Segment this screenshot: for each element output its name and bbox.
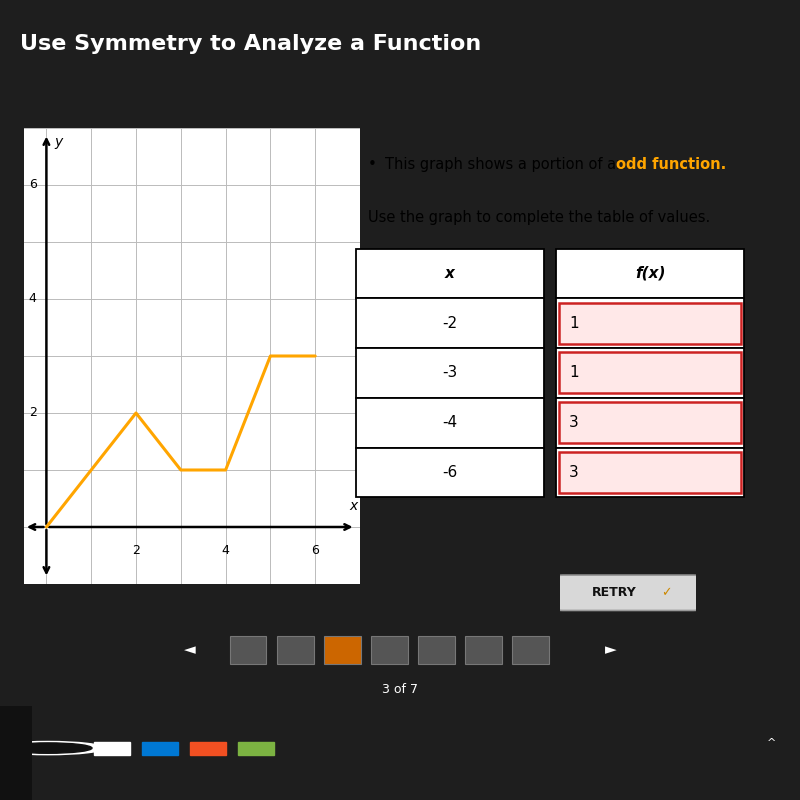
Bar bbox=[465, 636, 502, 664]
Bar bbox=[418, 636, 454, 664]
Text: 3: 3 bbox=[570, 415, 579, 430]
Bar bbox=[230, 636, 266, 664]
Text: 2: 2 bbox=[29, 406, 37, 419]
Text: f(x): f(x) bbox=[634, 266, 666, 281]
Bar bbox=[356, 398, 544, 447]
Bar bbox=[559, 402, 741, 443]
Text: x: x bbox=[445, 266, 455, 281]
Text: ✓: ✓ bbox=[661, 586, 671, 599]
Bar bbox=[559, 452, 741, 493]
Text: RETRY: RETRY bbox=[592, 586, 637, 599]
Bar bbox=[559, 353, 741, 394]
Circle shape bbox=[0, 742, 104, 754]
Text: ^: ^ bbox=[766, 738, 776, 748]
Text: 3: 3 bbox=[570, 465, 579, 480]
Text: 6: 6 bbox=[29, 178, 37, 191]
Text: x: x bbox=[349, 498, 358, 513]
Bar bbox=[356, 447, 544, 498]
Text: ◄: ◄ bbox=[183, 642, 195, 658]
Bar bbox=[190, 742, 226, 754]
Text: -3: -3 bbox=[442, 366, 458, 381]
Text: odd function.: odd function. bbox=[615, 158, 726, 172]
Text: y: y bbox=[54, 135, 62, 150]
Text: 3 of 7: 3 of 7 bbox=[382, 683, 418, 696]
Bar bbox=[556, 348, 744, 398]
Bar bbox=[556, 298, 744, 348]
FancyBboxPatch shape bbox=[558, 575, 698, 610]
Bar bbox=[356, 348, 544, 398]
Text: 2: 2 bbox=[132, 544, 140, 557]
Text: 1: 1 bbox=[570, 366, 579, 381]
Bar bbox=[556, 398, 744, 447]
Bar bbox=[324, 636, 361, 664]
Text: Use the graph to complete the table of values.: Use the graph to complete the table of v… bbox=[368, 210, 710, 225]
Text: 1: 1 bbox=[570, 316, 579, 330]
Text: ►: ► bbox=[605, 642, 617, 658]
Text: -4: -4 bbox=[442, 415, 458, 430]
Bar bbox=[556, 447, 744, 498]
Bar bbox=[0, 706, 32, 800]
Bar bbox=[371, 636, 408, 664]
Bar bbox=[142, 742, 178, 754]
Bar bbox=[94, 742, 130, 754]
Text: 4: 4 bbox=[29, 293, 37, 306]
Bar bbox=[356, 249, 544, 298]
Circle shape bbox=[4, 743, 92, 754]
Text: -2: -2 bbox=[442, 316, 458, 330]
Bar bbox=[559, 302, 741, 344]
Text: Use Symmetry to Analyze a Function: Use Symmetry to Analyze a Function bbox=[20, 34, 482, 54]
Bar bbox=[512, 636, 549, 664]
Text: 4: 4 bbox=[222, 544, 230, 557]
Bar bbox=[238, 742, 274, 754]
Text: -6: -6 bbox=[442, 465, 458, 480]
Text: 6: 6 bbox=[311, 544, 319, 557]
Bar bbox=[556, 249, 744, 298]
Bar bbox=[277, 636, 314, 664]
Text: This graph shows a portion of an: This graph shows a portion of an bbox=[385, 158, 630, 172]
Text: •: • bbox=[368, 158, 377, 172]
Bar bbox=[356, 298, 544, 348]
